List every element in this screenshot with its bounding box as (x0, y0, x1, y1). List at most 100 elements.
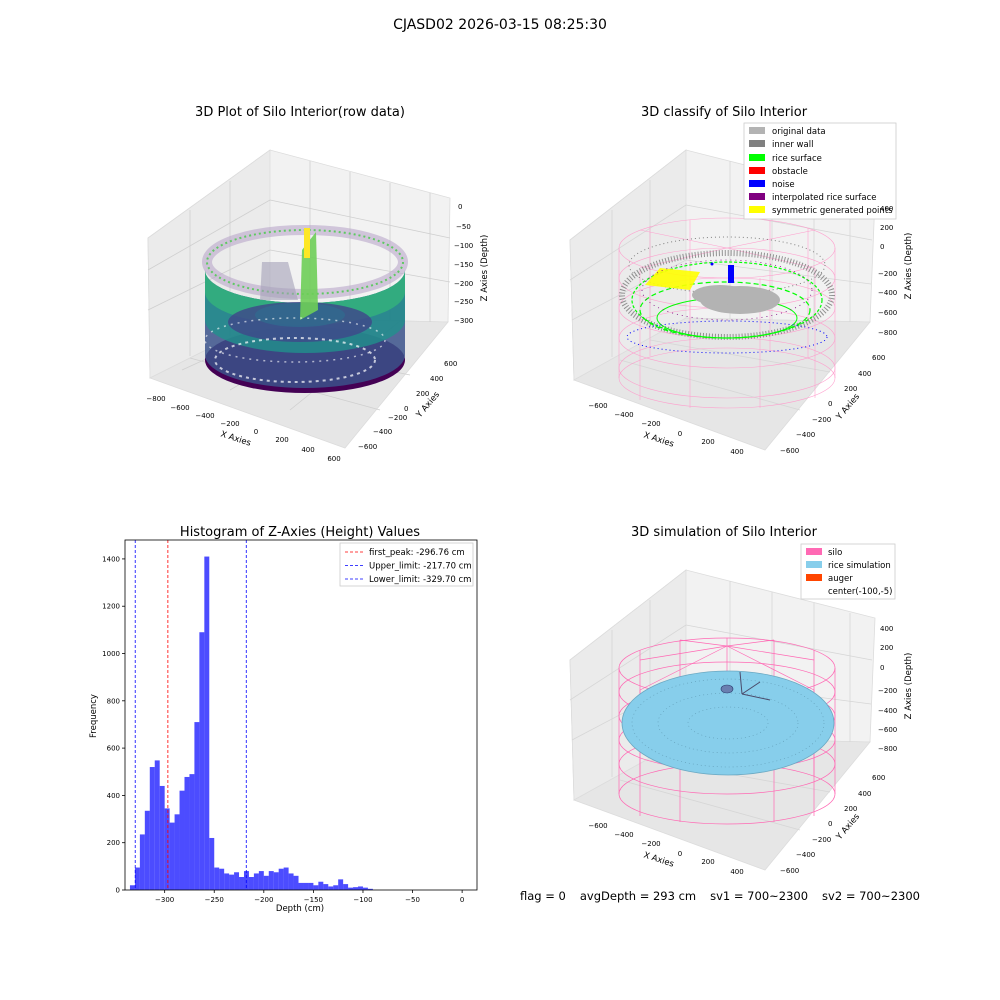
histogram-bar (169, 822, 175, 890)
legend-label-interpolated: interpolated rice surface (772, 193, 877, 203)
histogram-bar (367, 888, 373, 890)
svg-text:200: 200 (701, 858, 714, 866)
svg-text:−600: −600 (588, 822, 607, 830)
histogram-bar (219, 868, 225, 890)
svg-text:−200: −200 (454, 280, 473, 288)
histogram-bar (164, 808, 170, 890)
svg-text:−400: −400 (614, 411, 633, 419)
svg-text:400: 400 (858, 790, 871, 798)
svg-text:−150: −150 (454, 261, 473, 269)
svg-text:−400: −400 (796, 851, 815, 859)
svg-text:600: 600 (444, 360, 457, 368)
svg-text:−200: −200 (388, 414, 407, 422)
histogram-bar (343, 884, 349, 890)
classify-points (619, 236, 835, 354)
raw-zlabel: Z Axies (Depth) (480, 235, 490, 302)
classify-legend: original data inner wall rice surface ob… (743, 122, 897, 220)
svg-text:−800: −800 (146, 395, 165, 403)
svg-text:−600: −600 (878, 309, 897, 317)
x-tick-label: −200 (254, 896, 273, 904)
svg-text:−100: −100 (454, 242, 473, 250)
svg-text:0: 0 (880, 664, 884, 672)
svg-text:0: 0 (404, 405, 408, 413)
histogram-bar (159, 785, 165, 890)
svg-text:−600: −600 (170, 404, 189, 412)
histogram-bar (298, 882, 304, 890)
histogram-bar (328, 886, 334, 890)
y-tick-label: 800 (107, 697, 120, 705)
svg-text:−600: −600 (878, 726, 897, 734)
simulation-rice (621, 670, 835, 776)
svg-text:−400: −400 (796, 431, 815, 439)
raw-surface (202, 225, 408, 393)
histogram-bar (184, 776, 190, 890)
simulation-x-ticks: −600 −400 −200 0 200 400 (588, 822, 743, 876)
svg-text:0: 0 (254, 428, 258, 436)
svg-text:0: 0 (828, 820, 832, 828)
legend-label-symmetric: symmetric generated points (772, 206, 893, 216)
histogram-bar (134, 867, 140, 890)
svg-text:−600: −600 (780, 447, 799, 455)
svg-text:200: 200 (701, 438, 714, 446)
svg-text:400: 400 (430, 375, 443, 383)
simulation-zlabel: Z Axies (Depth) (904, 653, 914, 720)
histogram-legend-label: first_peak: -296.76 cm (369, 548, 465, 558)
classify-z-ticks: 400 200 0 −200 −400 −600 −800 (878, 205, 897, 337)
x-tick-label: −300 (155, 896, 174, 904)
histogram-bar (323, 884, 329, 890)
legend-swatch-inner-wall (749, 140, 765, 147)
svg-text:−400: −400 (878, 707, 897, 715)
svg-text:400: 400 (301, 446, 314, 454)
histogram-bar (139, 834, 145, 890)
histogram-bar (308, 882, 314, 890)
histogram-bar (209, 837, 215, 890)
svg-text:−200: −200 (220, 420, 239, 428)
y-tick-label: 1400 (102, 555, 120, 563)
svg-text:−600: −600 (780, 867, 799, 875)
legend-swatch-original (749, 127, 765, 134)
legend-label-noise: noise (772, 180, 795, 190)
histogram-legend-label: Lower_limit: -329.70 cm (369, 575, 471, 585)
panel-simulation: 3D simulation of Silo Interior (569, 525, 914, 876)
svg-text:−250: −250 (454, 298, 473, 306)
svg-text:−300: −300 (454, 317, 473, 325)
svg-text:−200: −200 (878, 687, 897, 695)
histogram-bar (293, 875, 299, 890)
svg-text:−200: −200 (641, 840, 660, 848)
raw-z-ticks: 0 −50 −100 −150 −200 −250 −300 (454, 203, 473, 325)
histogram-ylabel: Frequency (89, 694, 99, 738)
histogram-xlabel: Depth (cm) (276, 904, 324, 914)
legend-label-original: original data (772, 127, 826, 137)
histogram-bar (338, 879, 344, 890)
histogram-bar (348, 887, 354, 890)
x-tick-label: −100 (353, 896, 372, 904)
raw-y-ticks: 600 400 200 0 −200 −400 −600 (358, 360, 457, 451)
histogram-bar (248, 876, 254, 890)
svg-text:0: 0 (678, 430, 682, 438)
histogram-bar (214, 867, 220, 890)
legend-swatch-symmetric (749, 206, 765, 213)
legend-swatch-noise (749, 180, 765, 187)
simulation-title: 3D simulation of Silo Interior (631, 525, 818, 540)
panel-classify: 3D classify of Silo Interior (569, 105, 914, 456)
legend-label-inner-wall: inner wall (772, 140, 813, 150)
svg-text:400: 400 (858, 370, 871, 378)
svg-text:−200: −200 (812, 416, 831, 424)
svg-text:−200: −200 (812, 836, 831, 844)
histogram-bar (189, 774, 195, 890)
histogram-bar (253, 873, 259, 890)
y-tick-label: 600 (107, 745, 120, 753)
x-tick-label: −50 (405, 896, 420, 904)
histogram-legend-label: Upper_limit: -217.70 cm (369, 562, 472, 572)
status-footer: flag = 0 avgDepth = 293 cm sv1 = 700~2300 s… (520, 889, 934, 903)
x-tick-label: −150 (304, 896, 323, 904)
histogram-bar (358, 886, 363, 890)
histogram-bar (278, 868, 284, 890)
simulation-xlabel: X Axies (642, 850, 675, 869)
svg-text:−200: −200 (641, 420, 660, 428)
histogram-bar (229, 874, 235, 890)
svg-text:−400: −400 (195, 412, 214, 420)
histogram-bar (263, 875, 269, 890)
svg-text:600: 600 (327, 455, 340, 463)
simulation-y-ticks: 600 400 200 0 −200 −400 −600 (780, 774, 885, 875)
